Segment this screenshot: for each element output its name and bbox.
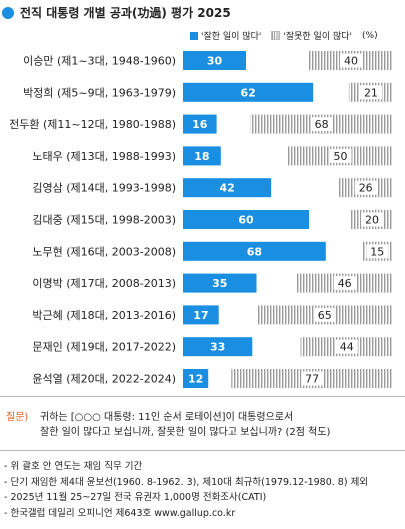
value-label-bg-row-3 <box>310 117 333 132</box>
title-bullet-icon <box>2 6 14 19</box>
divider-top <box>0 396 405 397</box>
value-label-negative-row-1: 40 <box>344 55 358 68</box>
legend-positive-swatch-icon <box>190 31 198 40</box>
value-label-bg-row-5 <box>354 180 377 195</box>
bar-positive-row-10 <box>183 337 253 357</box>
bar-positive-row-7 <box>183 241 326 261</box>
value-label-positive-row-11: 12 <box>188 373 203 386</box>
bar-positive-row-6 <box>183 210 309 229</box>
bar-positive-row-3 <box>183 114 217 134</box>
bar-positive-row-9 <box>183 305 219 325</box>
legend-unit: (%) <box>362 30 378 41</box>
value-label-negative-row-11: 77 <box>305 373 319 386</box>
value-label-negative-row-5: 26 <box>359 182 373 195</box>
chart-title: 전직 대통령 개별 공과(功過) 평가 2025 <box>20 6 231 20</box>
value-label-positive-row-7: 68 <box>247 245 262 258</box>
value-label-positive-row-8: 35 <box>212 277 227 290</box>
question-line-1: 귀하는 [○○○ 대통령: 11인 순서 로테이션]이 대통령으로서 <box>40 412 294 423</box>
category-label-row-10: 문재인 (제19대, 2017-2022) <box>32 341 176 354</box>
legend-negative-swatch-icon <box>271 31 281 40</box>
value-label-positive-row-9: 17 <box>193 309 208 322</box>
category-label-row-2: 박정희 (제5~9대, 1963-1979) <box>23 86 176 99</box>
value-label-negative-row-3: 68 <box>315 118 329 131</box>
value-label-bg-row-4 <box>329 148 352 163</box>
value-label-bg-row-7 <box>366 244 389 259</box>
category-label-row-5: 김영삼 (제14대, 1993-1998) <box>32 182 176 195</box>
category-label-row-1: 이승만 (제1~3대, 1948-1960) <box>23 55 176 68</box>
value-label-bg-row-2 <box>359 85 382 100</box>
divider-bottom <box>0 450 405 451</box>
legend-positive-label: '잘한 일이 많다' <box>201 32 262 42</box>
value-label-positive-row-1: 30 <box>207 55 223 68</box>
value-label-bg-row-9 <box>313 307 336 322</box>
category-label-row-11: 윤석열 (제20대, 2022-2024) <box>32 373 176 386</box>
value-label-bg-row-11 <box>301 371 324 386</box>
question-label: 질문) <box>6 412 29 423</box>
note-2: - 단기 재임한 제4대 윤보선(1960. 8-1962. 3), 제10대 … <box>4 476 369 488</box>
value-label-positive-row-3: 16 <box>192 118 208 131</box>
value-label-bg-row-6 <box>361 212 383 227</box>
value-label-negative-row-9: 65 <box>318 309 332 322</box>
note-1: - 위 괄호 안 연도는 재임 직무 기간 <box>4 461 143 472</box>
value-label-negative-row-2: 21 <box>364 86 378 99</box>
legend: '잘한 일이 많다' '잘못한 일이 많다' (%) <box>190 29 378 42</box>
title-row: 전직 대통령 개별 공과(功過) 평가 2025 <box>2 4 231 21</box>
category-label-row-4: 노태우 (제13대, 1988-1993) <box>32 150 176 163</box>
value-label-negative-row-6: 20 <box>365 214 379 227</box>
value-label-bg-row-8 <box>333 276 356 291</box>
note-4: - 한국갤럽 데일리 오피니언 제643호 www.gallup.co.kr <box>4 507 236 519</box>
value-label-negative-row-4: 50 <box>334 150 348 163</box>
note-3: - 2025년 11월 25~27일 전국 유권자 1,000명 전화조사(CA… <box>4 492 267 503</box>
bar-chart: 이승만 (제1~3대, 1948-1960) 30 40 박정희 (제5~9대, 19… <box>9 51 393 388</box>
category-label-row-9: 박근혜 (제18대, 2013-2016) <box>32 309 176 322</box>
bar-positive-row-1 <box>183 51 246 70</box>
question-line-2: 잘한 일이 많다고 보십니까, 잘못한 일이 많다고 보십니까? (2점 척도) <box>40 427 331 438</box>
legend-negative-label: '잘못한 일이 많다' <box>283 32 352 42</box>
bar-positive-row-5 <box>183 178 272 198</box>
category-label-row-6: 김대중 (제15대, 1998-2003) <box>32 214 176 227</box>
notes: - 위 괄호 안 연도는 재임 직무 기간 - 단기 재임한 제4대 윤보선(1… <box>4 459 368 521</box>
value-label-positive-row-4: 18 <box>194 150 209 163</box>
value-label-positive-row-10: 33 <box>210 341 225 354</box>
value-label-positive-row-2: 62 <box>240 86 255 99</box>
bar-positive-row-11 <box>183 369 209 388</box>
value-label-bg-row-10 <box>335 339 358 354</box>
value-label-positive-row-6: 60 <box>238 214 254 227</box>
value-label-negative-row-8: 46 <box>338 277 352 290</box>
value-label-negative-row-10: 44 <box>340 341 354 354</box>
category-label-row-3: 전두환 (제11~12대, 1980-1988) <box>9 118 176 131</box>
category-label-row-7: 노무현 (제16대, 2003-2008) <box>32 245 176 258</box>
bar-positive-row-8 <box>183 273 257 293</box>
category-label-row-8: 이명박 (제17대, 2008-2013) <box>32 277 176 290</box>
value-label-positive-row-5: 42 <box>219 182 234 195</box>
value-label-bg-row-1 <box>340 53 362 68</box>
bar-positive-row-4 <box>183 146 221 166</box>
value-label-negative-row-7: 15 <box>370 245 384 258</box>
bar-positive-row-2 <box>183 82 314 102</box>
